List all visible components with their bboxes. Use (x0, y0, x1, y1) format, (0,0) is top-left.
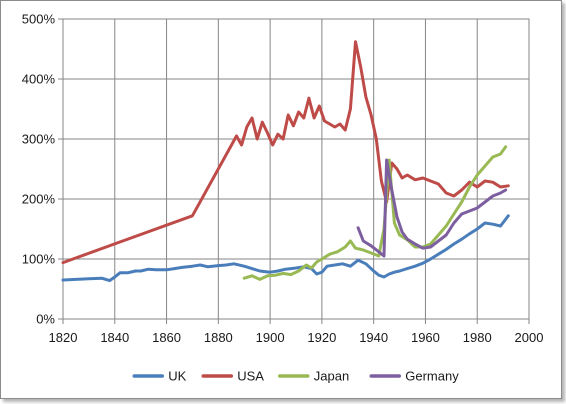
legend-label-uk: UK (168, 369, 186, 384)
y-tick-label: 300% (22, 132, 56, 147)
series-line-usa (61, 40, 510, 265)
x-tick-label: 1860 (152, 330, 181, 345)
plot-area (62, 18, 530, 320)
y-tick-label: 200% (22, 192, 56, 207)
y-tick-label: 400% (22, 72, 56, 87)
x-tick-label: 2000 (515, 330, 544, 345)
y-tick-label: 0% (36, 312, 55, 327)
x-tick-label: 1820 (49, 330, 78, 345)
legend-label-usa: USA (237, 369, 264, 384)
y-tick-label: 100% (22, 252, 56, 267)
x-tick-label: 1960 (411, 330, 440, 345)
x-tick-label: 1840 (100, 330, 129, 345)
legend-label-germany: Germany (405, 369, 459, 384)
series-line-japan (242, 145, 508, 281)
y-tick-label: 500% (22, 12, 56, 27)
series-line-germany (356, 158, 508, 258)
x-tick-label: 1920 (307, 330, 336, 345)
x-tick-label: 1940 (359, 330, 388, 345)
x-tick-label: 1980 (463, 330, 492, 345)
legend-label-japan: Japan (314, 369, 349, 384)
series-line-uk (61, 214, 510, 283)
x-tick-label: 1900 (256, 330, 285, 345)
x-tick-label: 1880 (204, 330, 233, 345)
